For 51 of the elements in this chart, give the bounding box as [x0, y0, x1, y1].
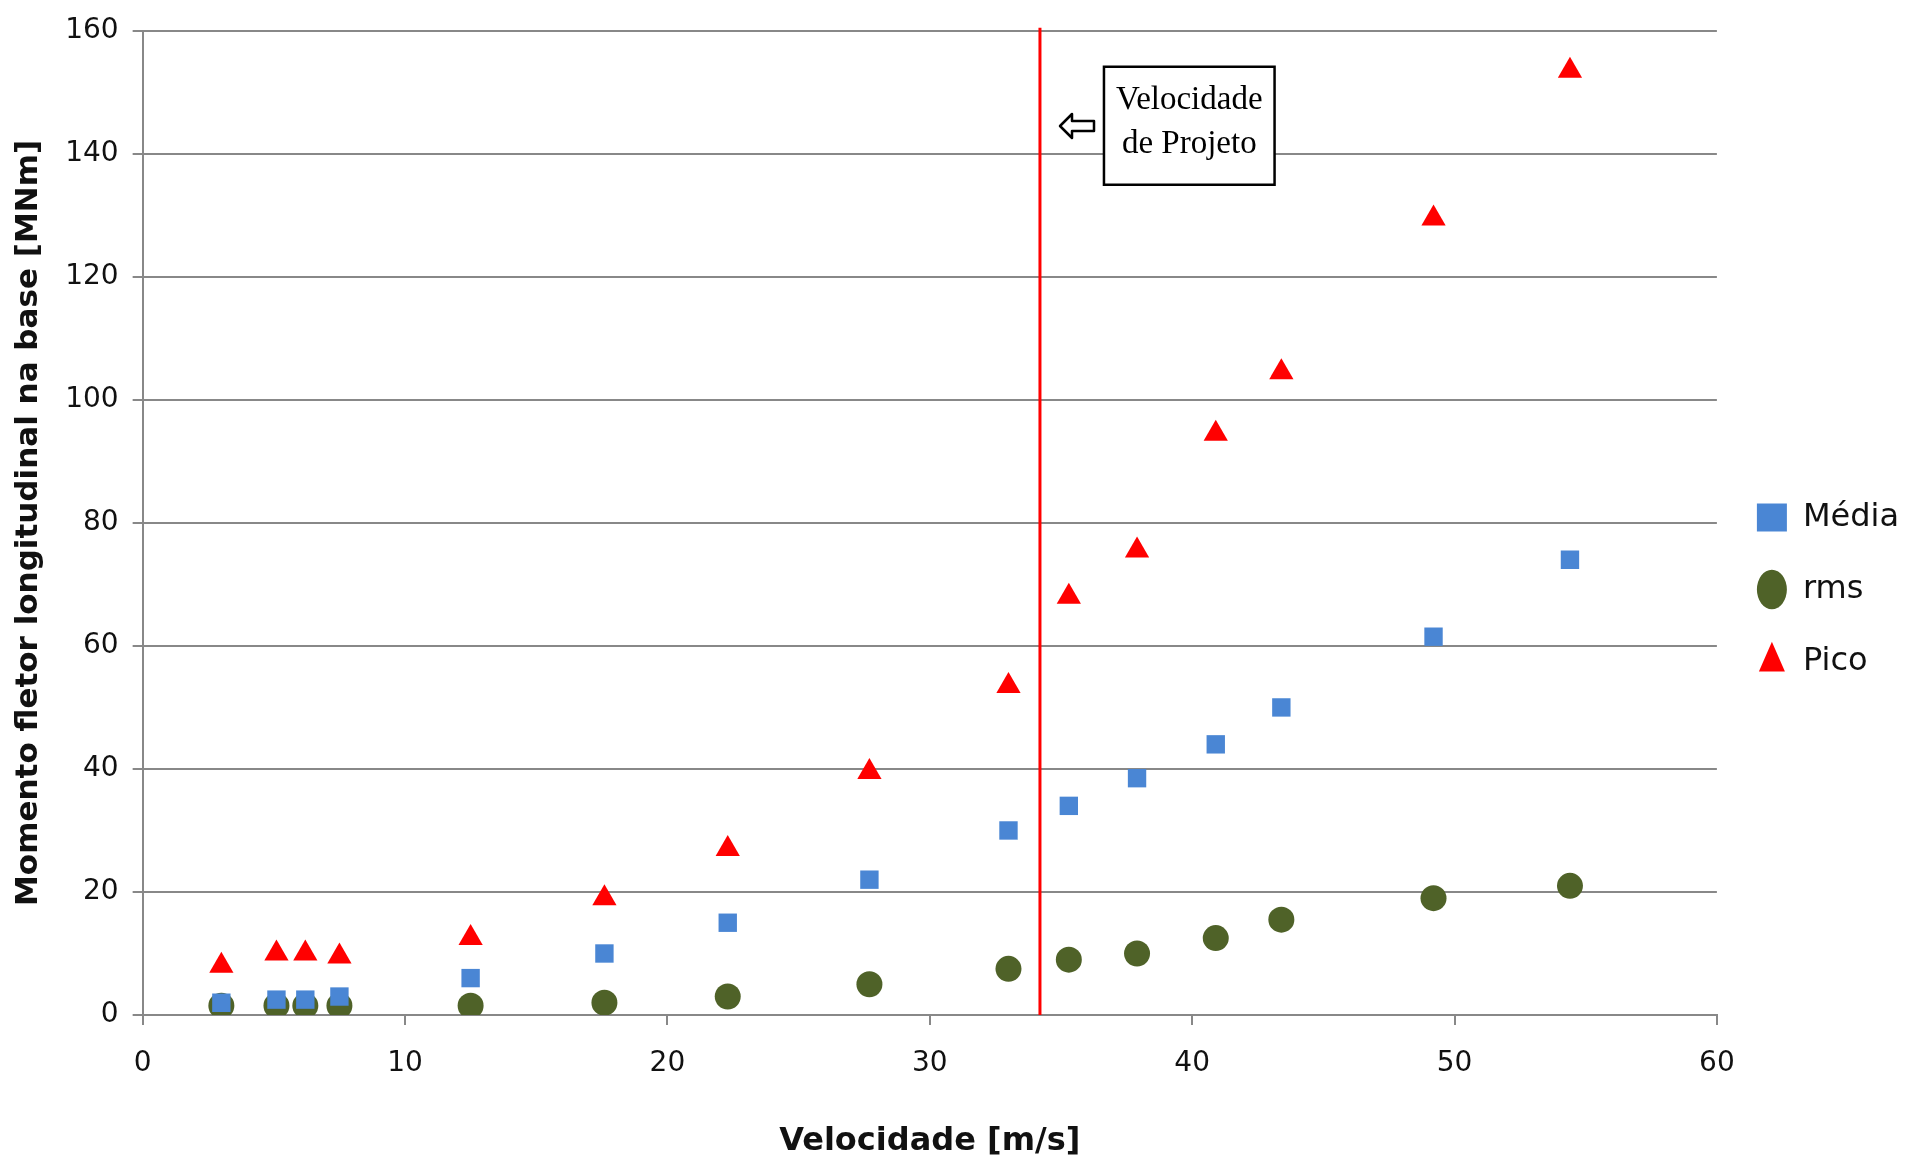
point: [595, 944, 614, 963]
point: [1421, 204, 1446, 226]
x-axis-title: Velocidade [m/s]: [779, 1120, 1081, 1159]
point: [1202, 925, 1229, 952]
y-axis-title: Momento fletor longitudinal na base [MNm]: [7, 139, 44, 906]
point: [1203, 419, 1228, 441]
point: [856, 971, 883, 998]
point: [1124, 940, 1151, 967]
point: [714, 983, 741, 1010]
y-tick-label: 40: [83, 750, 119, 784]
point: [1059, 796, 1079, 816]
x-tick-label: 40: [1174, 1045, 1210, 1079]
point: [296, 990, 315, 1009]
y-tick-label: 0: [100, 996, 119, 1030]
x-tick-label: 50: [1436, 1045, 1473, 1079]
legend-label: Média: [1802, 495, 1899, 534]
point: [718, 913, 737, 932]
point: [1055, 946, 1082, 973]
point: [1424, 627, 1443, 646]
point: [1420, 885, 1447, 912]
point: [1560, 550, 1580, 569]
point: [1269, 358, 1294, 380]
y-tick-label: 140: [65, 135, 119, 169]
x-tick-label: 10: [387, 1045, 423, 1079]
x-tick-label: 0: [133, 1045, 152, 1079]
point: [591, 989, 618, 1015]
y-tick-label: 120: [65, 258, 119, 292]
point: [1268, 906, 1295, 933]
x-tick-label: 20: [649, 1045, 686, 1079]
point: [1557, 56, 1583, 78]
point: [860, 870, 879, 889]
y-tick-label: 20: [83, 873, 119, 907]
point: [267, 990, 286, 1009]
y-tick-label: 60: [83, 627, 119, 661]
legend-label: Pico: [1802, 639, 1868, 678]
ref-line-label: Velocidade de Projeto: [1115, 80, 1263, 161]
point: [1206, 735, 1225, 754]
point: [1127, 768, 1147, 788]
y-tick-label: 160: [65, 12, 119, 46]
legend-label: rms: [1802, 567, 1864, 606]
point: [1556, 872, 1583, 899]
x-tick-label: 30: [911, 1045, 948, 1079]
point: [1124, 536, 1150, 558]
x-tick-label: 60: [1699, 1045, 1735, 1079]
y-tick-label: 100: [65, 381, 119, 415]
y-tick-label: 80: [83, 504, 119, 538]
point: [999, 821, 1018, 840]
point: [461, 968, 480, 988]
point: [330, 987, 349, 1006]
point: [995, 955, 1022, 982]
point: [1272, 698, 1291, 717]
